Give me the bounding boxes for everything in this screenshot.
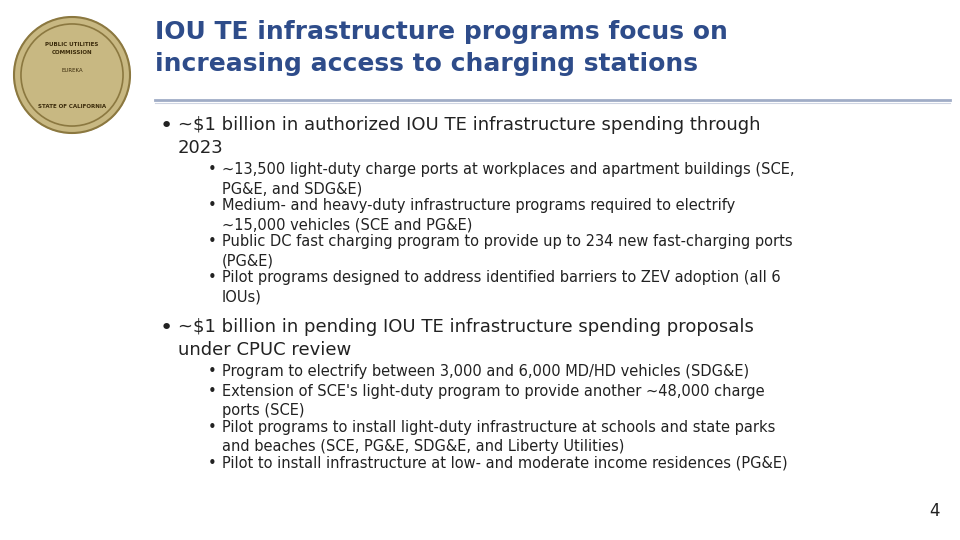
- Text: •: •: [208, 198, 217, 213]
- Text: Program to electrify between 3,000 and 6,000 MD/HD vehicles (SDG&E): Program to electrify between 3,000 and 6…: [222, 364, 749, 379]
- Text: Extension of SCE's light-duty program to provide another ~48,000 charge
ports (S: Extension of SCE's light-duty program to…: [222, 384, 764, 418]
- Text: Pilot programs to install light-duty infrastructure at schools and state parks
a: Pilot programs to install light-duty inf…: [222, 420, 776, 454]
- Text: EUREKA: EUREKA: [61, 68, 83, 72]
- Text: •: •: [208, 456, 217, 471]
- Text: •: •: [160, 116, 173, 136]
- Text: STATE OF CALIFORNIA: STATE OF CALIFORNIA: [38, 105, 106, 110]
- Text: Public DC fast charging program to provide up to 234 new fast-charging ports
(PG: Public DC fast charging program to provi…: [222, 234, 793, 268]
- Text: Medium- and heavy-duty infrastructure programs required to electrify
~15,000 veh: Medium- and heavy-duty infrastructure pr…: [222, 198, 735, 232]
- Text: •: •: [160, 318, 173, 338]
- Text: 4: 4: [929, 502, 940, 520]
- Text: ~$1 billion in pending IOU TE infrastructure spending proposals
under CPUC revie: ~$1 billion in pending IOU TE infrastruc…: [178, 318, 754, 359]
- Text: PUBLIC UTILITIES: PUBLIC UTILITIES: [45, 43, 99, 48]
- Text: •: •: [208, 270, 217, 285]
- Circle shape: [14, 17, 130, 133]
- Text: •: •: [208, 162, 217, 177]
- Text: COMMISSION: COMMISSION: [52, 51, 92, 56]
- Text: IOU TE infrastructure programs focus on: IOU TE infrastructure programs focus on: [155, 20, 728, 44]
- Text: •: •: [208, 364, 217, 379]
- Text: Pilot programs designed to address identified barriers to ZEV adoption (all 6
IO: Pilot programs designed to address ident…: [222, 270, 780, 304]
- Text: ~$1 billion in authorized IOU TE infrastructure spending through
2023: ~$1 billion in authorized IOU TE infrast…: [178, 116, 760, 157]
- Text: •: •: [208, 420, 217, 435]
- Text: increasing access to charging stations: increasing access to charging stations: [155, 52, 698, 76]
- Text: Pilot to install infrastructure at low- and moderate income residences (PG&E): Pilot to install infrastructure at low- …: [222, 456, 787, 471]
- Text: •: •: [208, 234, 217, 249]
- Text: •: •: [208, 384, 217, 399]
- Text: ~13,500 light-duty charge ports at workplaces and apartment buildings (SCE,
PG&E: ~13,500 light-duty charge ports at workp…: [222, 162, 795, 196]
